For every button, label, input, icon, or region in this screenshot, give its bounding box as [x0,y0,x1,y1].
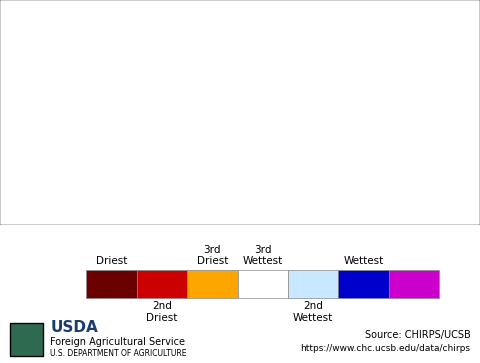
Text: Source: CHIRPS/UCSB: Source: CHIRPS/UCSB [365,330,470,340]
Text: 3rd
Driest: 3rd Driest [197,245,228,266]
FancyBboxPatch shape [389,270,439,298]
FancyBboxPatch shape [137,270,187,298]
Text: U.S. DEPARTMENT OF AGRICULTURE: U.S. DEPARTMENT OF AGRICULTURE [50,349,187,358]
FancyBboxPatch shape [238,270,288,298]
Text: Foreign Agricultural Service: Foreign Agricultural Service [50,337,185,347]
FancyBboxPatch shape [10,323,43,356]
FancyBboxPatch shape [338,270,389,298]
FancyBboxPatch shape [86,270,137,298]
Text: USDA: USDA [50,320,98,335]
Text: https://www.chc.ucsb.edu/data/chirps: https://www.chc.ucsb.edu/data/chirps [300,344,470,353]
Text: Wettest: Wettest [344,256,384,266]
FancyBboxPatch shape [187,270,238,298]
Text: 2nd
Driest: 2nd Driest [146,301,178,323]
FancyBboxPatch shape [288,270,338,298]
Text: 2nd
Wettest: 2nd Wettest [293,301,333,323]
Text: Driest: Driest [96,256,127,266]
Text: 3rd
Wettest: 3rd Wettest [243,245,283,266]
